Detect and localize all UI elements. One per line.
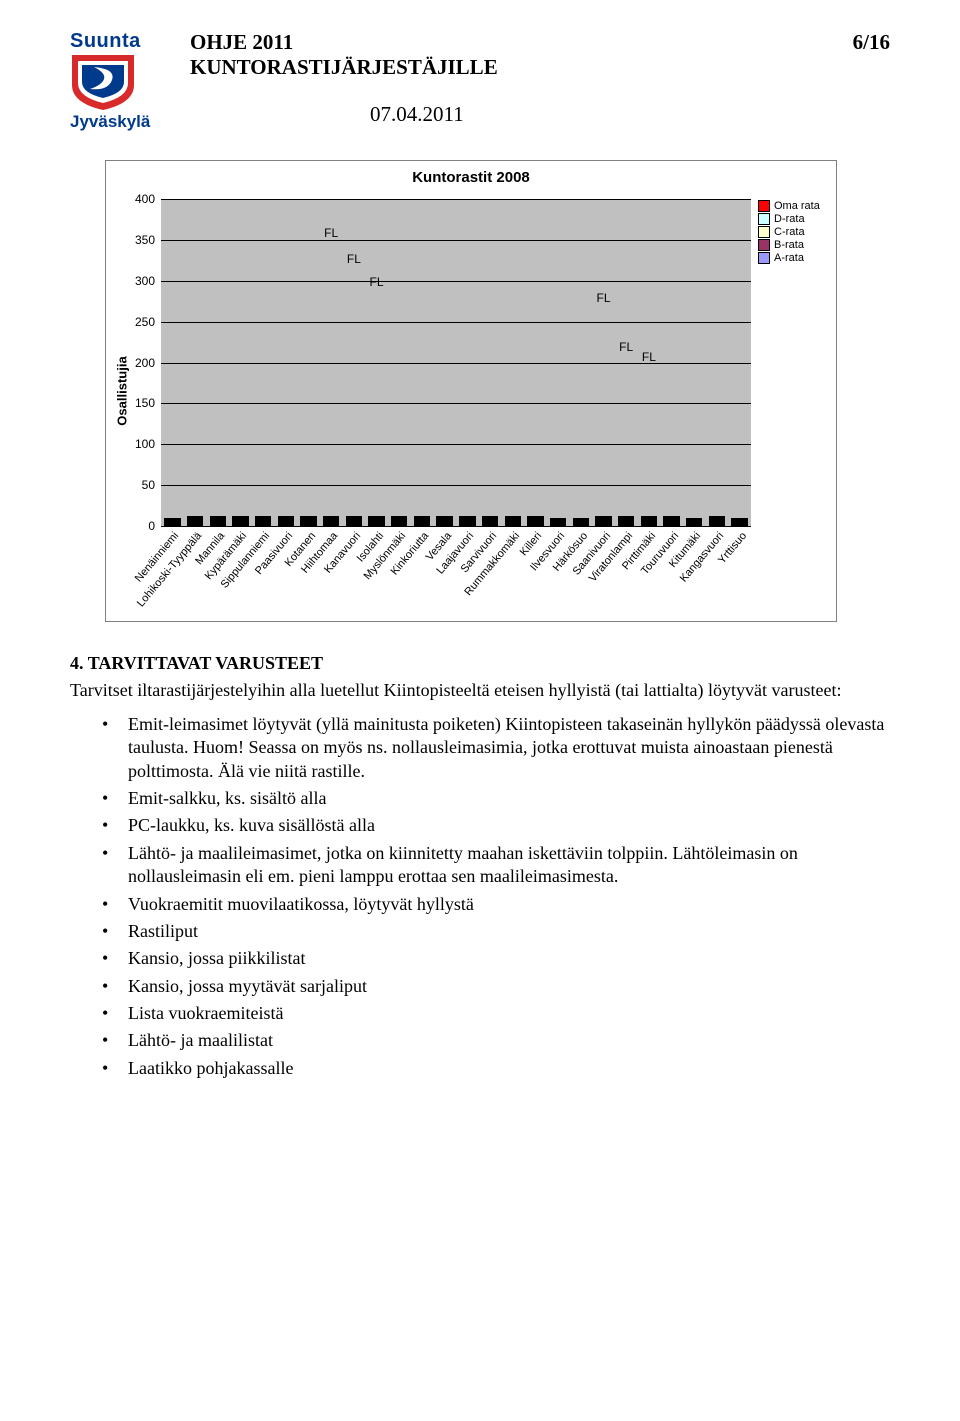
header: Suunta Jyväskylä OHJE 2011 6/16 KUNTORAS… xyxy=(70,30,890,135)
y-tick-label: 200 xyxy=(135,356,161,370)
legend-item: D-rata xyxy=(758,213,828,225)
section-heading: 4. TARVITTAVAT VARUSTEET xyxy=(70,652,890,675)
y-tick-label: 350 xyxy=(135,233,161,247)
bullet-item: Kansio, jossa myytävät sarjaliput xyxy=(70,975,890,998)
plot-area: 050100150200250300350400FLFLFLFLFLFL xyxy=(161,199,751,526)
bar-group xyxy=(255,516,271,526)
bar-group xyxy=(346,516,362,526)
bar-group xyxy=(323,516,339,526)
gridline xyxy=(161,444,751,445)
y-axis-title: Osallistujia xyxy=(115,356,130,425)
legend-label: B-rata xyxy=(774,239,804,251)
gridline xyxy=(161,363,751,364)
bar-group xyxy=(187,516,203,526)
bullet-item: Rastiliput xyxy=(70,920,890,943)
bar-group xyxy=(573,518,589,526)
gridline xyxy=(161,199,751,200)
suunta-logo: Suunta Jyväskylä xyxy=(70,30,170,135)
legend-item: Oma rata xyxy=(758,200,828,212)
legend-swatch xyxy=(758,226,770,238)
legend-label: D-rata xyxy=(774,213,805,225)
doc-date: 07.04.2011 xyxy=(370,102,890,127)
legend-swatch xyxy=(758,239,770,251)
doc-title: OHJE 2011 xyxy=(190,30,853,55)
x-labels: NenäinniemiLohikoski-TyyppäläMannilaKypä… xyxy=(161,526,751,621)
logo-shield-icon xyxy=(72,55,134,110)
doc-subtitle: KUNTORASTIJÄRJESTÄJILLE xyxy=(190,55,890,80)
bar-group xyxy=(368,516,384,526)
chart-container: Kuntorastit 2008 Osallistujia 0 50 100 150 2… xyxy=(105,160,837,622)
bar-group xyxy=(686,518,702,526)
chart-title: Kuntorastit 2008 xyxy=(106,161,836,186)
logo-text-bottom: Jyväskylä xyxy=(70,112,170,132)
bullet-item: Emit-leimasimet löytyvät (yllä mainitust… xyxy=(70,713,890,783)
page: Suunta Jyväskylä OHJE 2011 6/16 KUNTORAS… xyxy=(0,0,960,1124)
fl-annotation: FL xyxy=(596,291,610,305)
y-tick-label: 50 xyxy=(142,478,161,492)
gridline xyxy=(161,403,751,404)
section-title: TARVITTAVAT VARUSTEET xyxy=(88,653,323,673)
logo-text-top: Suunta xyxy=(70,30,170,53)
bar-group xyxy=(414,516,430,526)
fl-annotation: FL xyxy=(642,350,656,364)
page-number: 6/16 xyxy=(853,30,890,55)
bar-group xyxy=(232,516,248,526)
bar-group xyxy=(505,516,521,526)
legend-swatch xyxy=(758,252,770,264)
bar-group xyxy=(731,518,747,526)
bullet-item: Kansio, jossa piikkilistat xyxy=(70,947,890,970)
bullet-item: PC-laukku, ks. kuva sisällöstä alla xyxy=(70,814,890,837)
bar-group xyxy=(391,516,407,526)
y-tick-label: 400 xyxy=(135,192,161,206)
bullet-list: Emit-leimasimet löytyvät (yllä mainitust… xyxy=(70,713,890,1080)
bar-group xyxy=(436,516,452,526)
logo-block: Suunta Jyväskylä xyxy=(70,30,190,135)
legend-label: Oma rata xyxy=(774,200,820,212)
fl-annotation: FL xyxy=(347,252,361,266)
bar-group xyxy=(210,516,226,526)
fl-annotation: FL xyxy=(370,275,384,289)
y-tick-label: 0 xyxy=(148,519,161,533)
title-block: OHJE 2011 6/16 KUNTORASTIJÄRJESTÄJILLE 0… xyxy=(190,30,890,127)
section-4: 4. TARVITTAVAT VARUSTEET Tarvitset iltar… xyxy=(70,652,890,1080)
bar-group xyxy=(300,516,316,526)
bar-group xyxy=(641,516,657,526)
bar-group xyxy=(459,516,475,526)
legend-item: B-rata xyxy=(758,239,828,251)
legend-swatch xyxy=(758,213,770,225)
bar-group xyxy=(527,516,543,526)
bullet-item: Laatikko pohjakassalle xyxy=(70,1057,890,1080)
bar-group xyxy=(595,516,611,526)
gridline xyxy=(161,281,751,282)
gridline xyxy=(161,322,751,323)
bullet-item: Lista vuokraemiteistä xyxy=(70,1002,890,1025)
bar-group xyxy=(550,518,566,526)
y-tick-label: 150 xyxy=(135,396,161,410)
gridline xyxy=(161,485,751,486)
bullet-item: Lähtö- ja maalilistat xyxy=(70,1029,890,1052)
legend-label: A-rata xyxy=(774,252,804,264)
fl-annotation: FL xyxy=(619,340,633,354)
bar-group xyxy=(278,516,294,526)
bullet-item: Lähtö- ja maalileimasimet, jotka on kiin… xyxy=(70,842,890,889)
bar-group xyxy=(164,518,180,526)
y-tick-label: 300 xyxy=(135,274,161,288)
bullet-item: Emit-salkku, ks. sisältö alla xyxy=(70,787,890,810)
y-tick-label: 100 xyxy=(135,437,161,451)
bar-group xyxy=(709,516,725,526)
legend-label: C-rata xyxy=(774,226,805,238)
gridline xyxy=(161,240,751,241)
legend: Oma rataD-rataC-rataB-rataA-rata xyxy=(758,199,828,265)
bar-group xyxy=(663,516,679,526)
section-intro: Tarvitset iltarastijärjestelyihin alla l… xyxy=(70,679,890,702)
bullet-item: Vuokraemitit muovilaatikossa, löytyvät h… xyxy=(70,893,890,916)
legend-item: A-rata xyxy=(758,252,828,264)
bar-group xyxy=(618,516,634,526)
y-tick-label: 250 xyxy=(135,315,161,329)
legend-swatch xyxy=(758,200,770,212)
legend-item: C-rata xyxy=(758,226,828,238)
fl-annotation: FL xyxy=(324,226,338,240)
bar-group xyxy=(482,516,498,526)
section-number: 4. xyxy=(70,653,84,673)
